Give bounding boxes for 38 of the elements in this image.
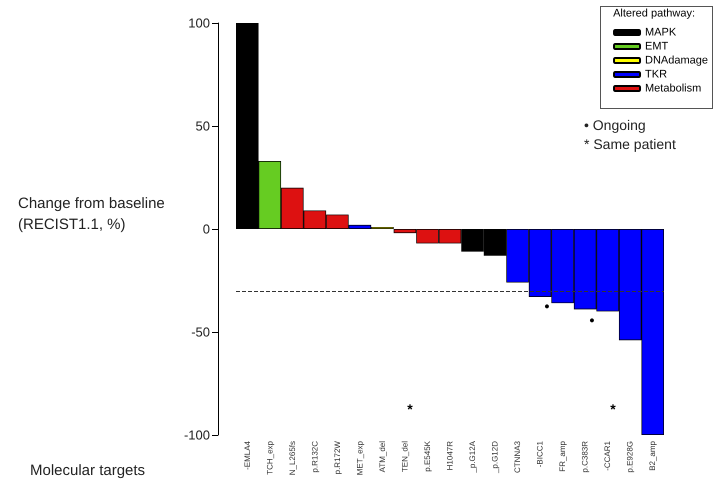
annotation: • [544, 298, 550, 314]
legend-title: Altered pathway: [613, 8, 695, 20]
x-tick-label: _p.G12D [490, 440, 500, 474]
legend-label: MAPK [645, 26, 677, 38]
x-tick-label: ATM_del [378, 440, 387, 472]
x-tick-label: p.C383R [580, 440, 590, 473]
x-tick-label: _p.G12A [468, 440, 478, 474]
x-tick-label: TCH_exp [265, 440, 274, 475]
annotation: * Same patient [584, 136, 676, 152]
x-tick-label: p.E928G [626, 441, 635, 473]
x-tick-label: MET_exp [355, 440, 364, 476]
y-axis-title: Change from baseline (RECIST1.1, %) [18, 195, 165, 233]
legend-label: DNAdamage [645, 54, 708, 66]
x-tick-label: -BICC1 [536, 440, 545, 468]
annotation: • Ongoing [584, 117, 646, 133]
legend-label: TKR [645, 68, 668, 80]
annotation: * [407, 401, 414, 417]
annotation: • [590, 312, 595, 328]
x-tick-label: p.E545K [422, 440, 432, 472]
y-tick-label: 0 [202, 222, 210, 236]
x-axis-title: Molecular targets [30, 462, 146, 479]
x-tick-label: TEN_del [400, 440, 410, 472]
y-tick-label: -100 [184, 428, 210, 442]
x-tick-label: -CCAR1 [603, 440, 612, 471]
legend-label: EMT [645, 40, 669, 52]
x-tick-label: -EMLA4 [242, 440, 252, 470]
x-tick-label: FR_amp [558, 440, 568, 472]
x-tick-label: CTNNA3 [513, 440, 522, 474]
legend-label: Metabolism [645, 82, 702, 94]
annotation: * [610, 401, 616, 417]
x-tick-label: p.R172W [332, 440, 342, 474]
x-tick-label: p.R132C [310, 440, 320, 473]
y-tick-label: 50 [196, 118, 210, 134]
y-tick-label: 100 [188, 16, 210, 30]
x-tick-label: B2_amp [648, 440, 658, 471]
y-tick-label: -50 [191, 324, 210, 340]
x-tick-label: N_L265fs [288, 441, 297, 476]
x-tick-label: H1047R [446, 440, 454, 470]
